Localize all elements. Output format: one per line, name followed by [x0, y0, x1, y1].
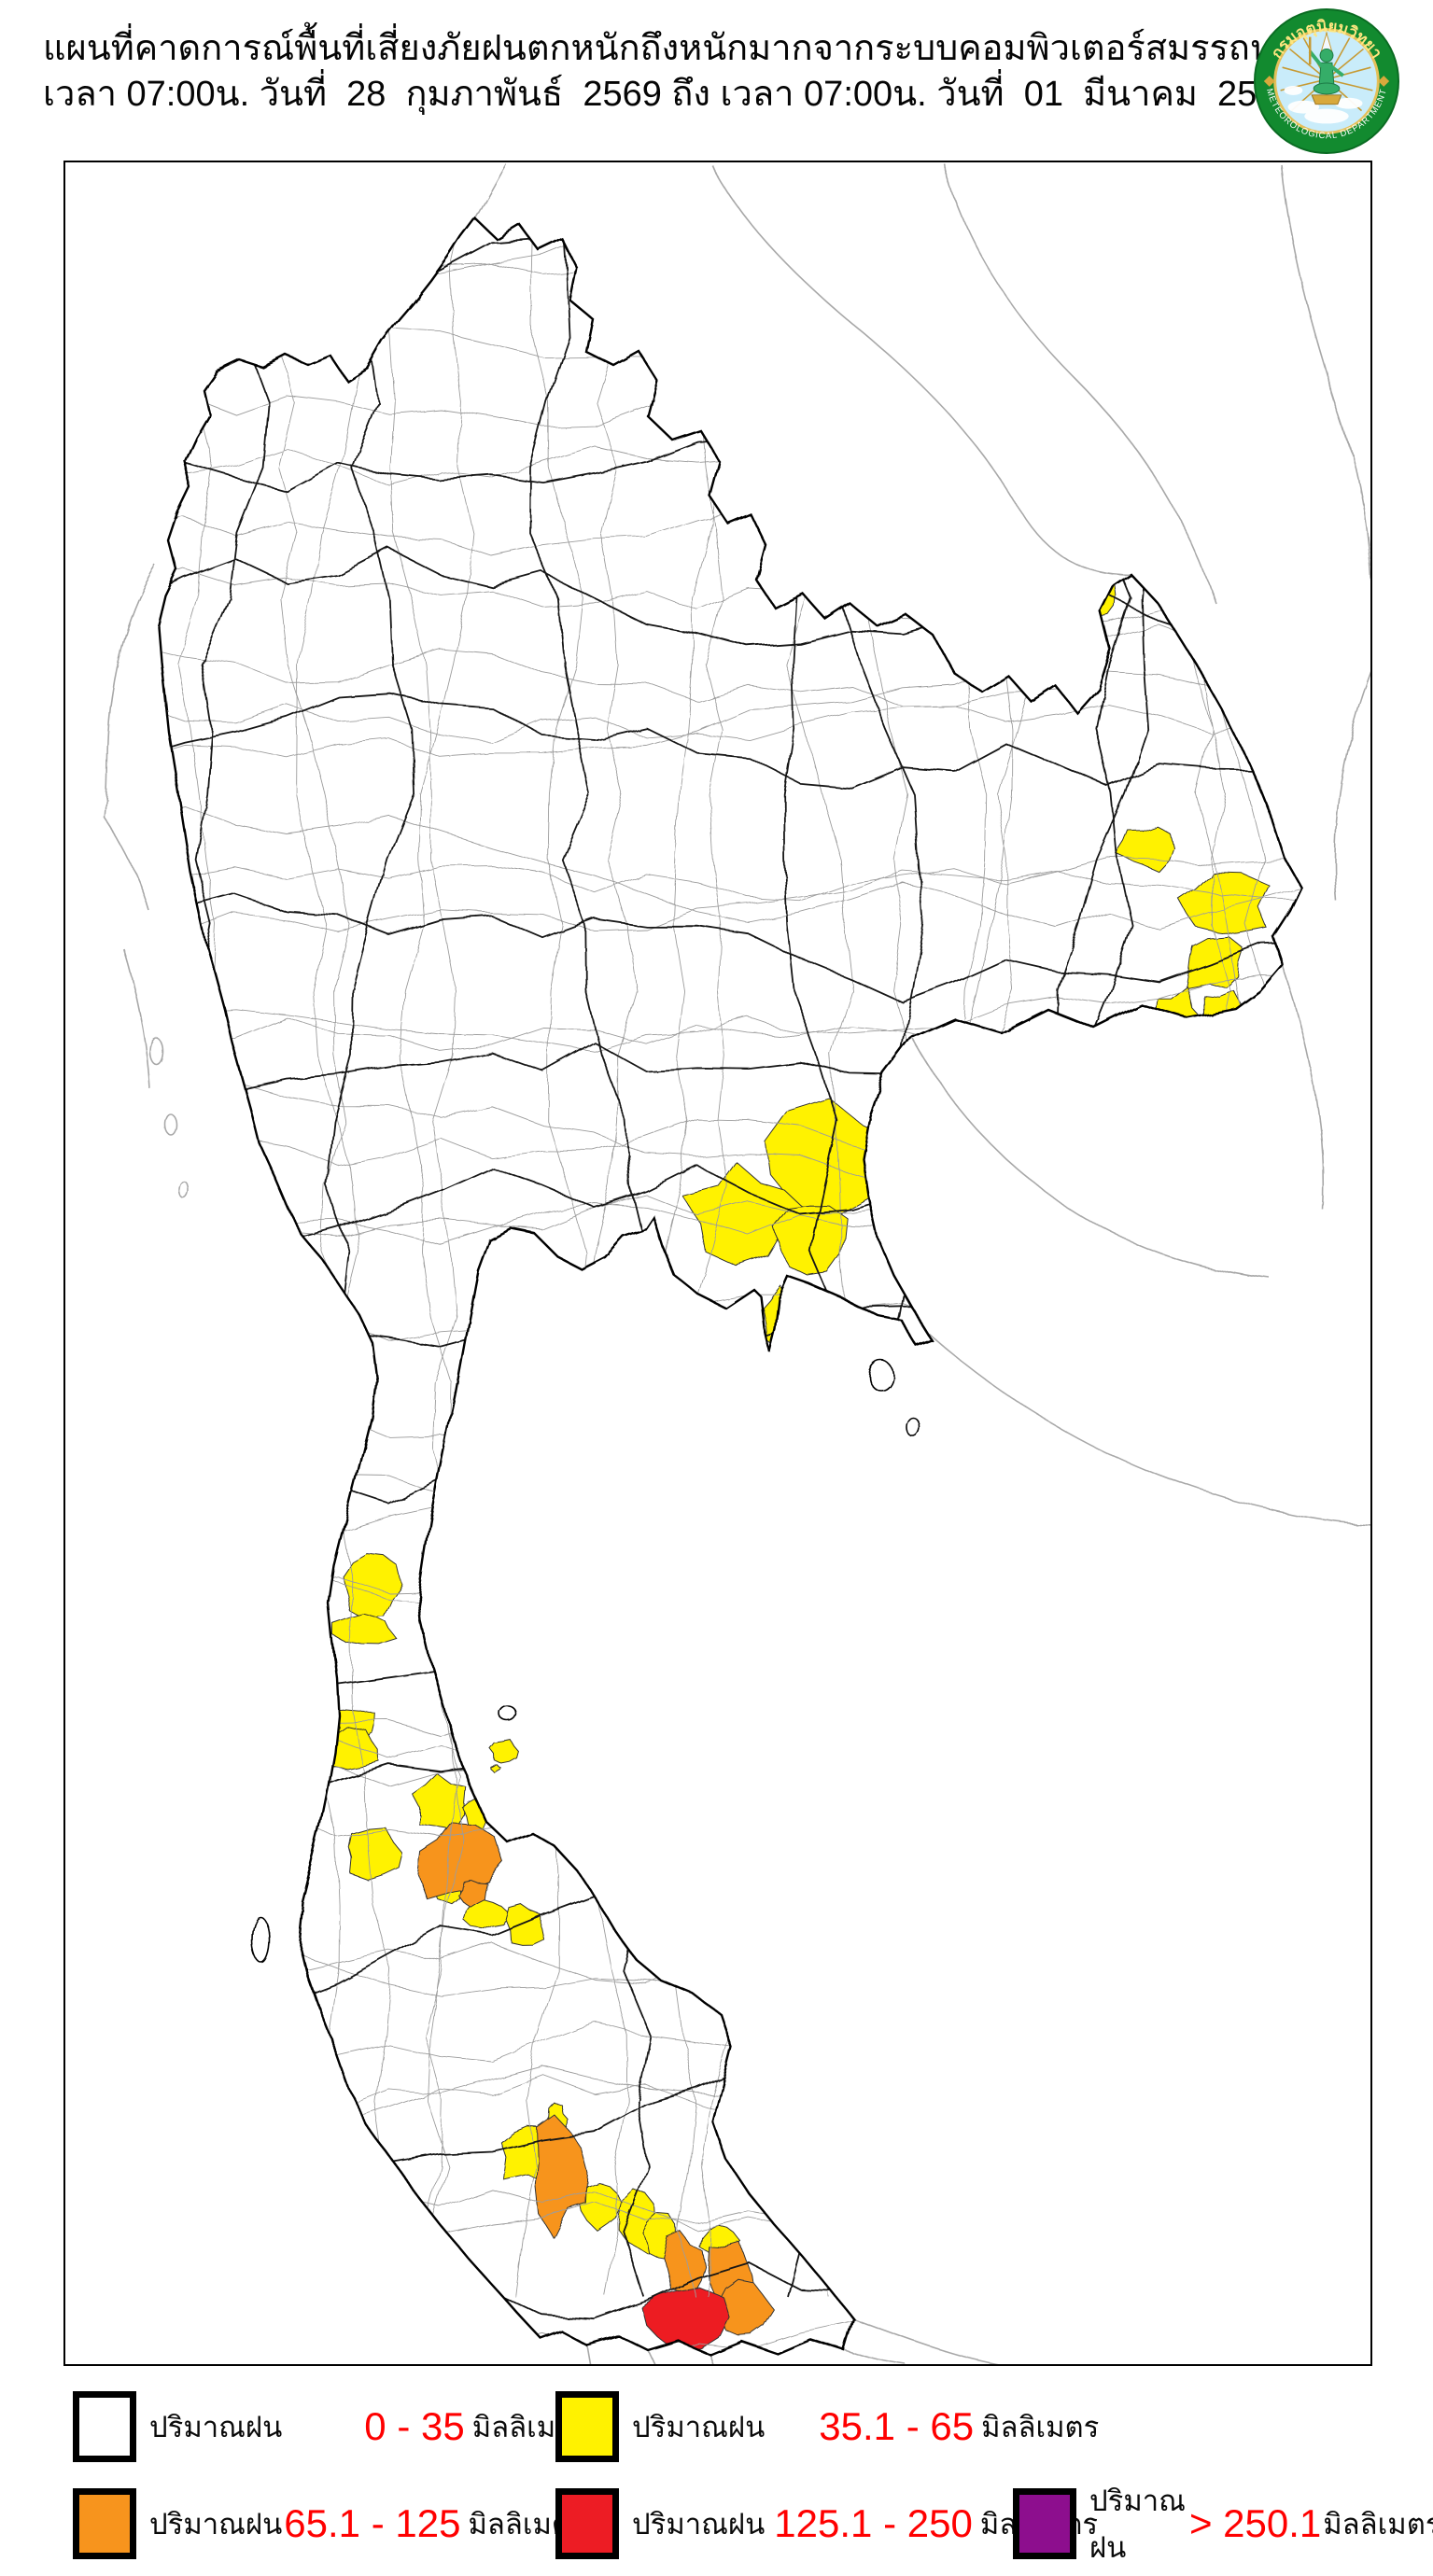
map-line — [967, 217, 1086, 2296]
map-line — [156, 567, 1300, 627]
legend-unit: มิลลิเมตร — [1323, 2508, 1433, 2541]
map-line — [156, 641, 1300, 745]
map-line — [156, 302, 1300, 371]
page-title-line2: เวลา 07:00น. วันที่ 28 กุมภาพันธ์ 2569 ถ… — [43, 75, 1297, 114]
map-line — [156, 217, 1300, 296]
legend-item-0-35: ปริมาณฝน 0 - 35 มิลลิเมตร — [73, 2390, 590, 2463]
legend-swatch-orange — [73, 2488, 136, 2559]
map-line — [156, 1555, 1300, 1623]
legend-range: 0 - 35 — [364, 2404, 465, 2448]
island-risk-patches — [485, 1736, 516, 1771]
page-title-line1: แผนที่คาดการณ์พื้นที่เสี่ยงภัยฝนตกหนักถึ… — [43, 29, 1333, 68]
risk-patch-yellow — [502, 1901, 542, 1943]
map-line — [156, 1469, 1300, 1561]
map-line — [156, 220, 1300, 273]
risk-patch-orange — [533, 2112, 586, 2238]
map-line — [255, 217, 390, 2296]
legend-item-over-250: ปริมาณฝน > 250.1 มิลลิเมตร — [1013, 2485, 1433, 2564]
legend-item-125-250: ปริมาณฝน 125.1 - 250 มิลลิเมตร — [555, 2487, 1098, 2560]
header: แผนที่คาดการณ์พื้นที่เสี่ยงภัยฝนตกหนักถึ… — [43, 26, 1333, 118]
risk-patch-yellow — [679, 1158, 807, 1264]
risk-patch-yellow — [485, 1736, 516, 1761]
map-line — [513, 217, 635, 2296]
map-line — [294, 217, 366, 2296]
risk-patch-red — [639, 2284, 728, 2349]
map-line — [156, 1528, 1300, 1627]
map-line — [156, 1428, 1300, 1493]
map-line — [156, 803, 1300, 929]
map-line — [1063, 217, 1131, 2296]
risk-patch-orange — [456, 1877, 486, 1906]
map-line — [156, 669, 1300, 742]
map-line — [396, 217, 472, 2296]
map-line — [156, 852, 1300, 901]
legend-swatch-purple — [1013, 2488, 1076, 2559]
legend-label: ปริมาณฝน — [1089, 2485, 1186, 2564]
legend-label: ปริมาณฝน — [149, 2411, 283, 2443]
risk-patch-yellow — [770, 1202, 846, 1276]
legend-item-35-65: ปริมาณฝน 35.1 - 65 มิลลิเมตร — [555, 2390, 1099, 2463]
legend-label: ปริมาณฝน — [149, 2508, 283, 2541]
map-line — [156, 217, 1300, 317]
legend-range: > 250.1 — [1188, 2501, 1322, 2545]
map-line — [156, 1613, 1300, 1834]
map-line — [935, 217, 1031, 2296]
map-line — [876, 217, 1042, 2296]
map-line — [156, 891, 1300, 1001]
map-line — [156, 868, 1300, 932]
risk-patch-yellow — [961, 1054, 996, 1085]
thailand-rain-risk-map — [102, 162, 1370, 2364]
map-line — [950, 217, 1233, 2296]
map-line — [156, 1683, 1300, 1869]
risk-patch-yellow — [486, 1760, 499, 1771]
sun-rays-icon — [1280, 32, 1373, 112]
map-line — [156, 1385, 1300, 1506]
map-line — [156, 1645, 1300, 1727]
islands — [249, 1358, 918, 1961]
map-line — [156, 973, 1300, 1051]
deity-figure-icon — [1308, 31, 1344, 105]
met-department-logo: กรมอุตุนิยมวิทยา METEOROLOGICAL DEPARTME… — [1253, 7, 1400, 155]
legend-label: ปริมาณฝน — [632, 2508, 766, 2541]
legend-range: 125.1 - 250 — [774, 2501, 973, 2545]
map-line — [156, 545, 1300, 665]
risk-patches-layer — [312, 571, 1270, 2349]
map-line — [529, 217, 627, 2296]
clouds-icon — [1284, 85, 1363, 124]
map-line — [156, 690, 1300, 788]
risk-patch-yellow — [461, 1897, 509, 1928]
map-line — [1145, 217, 1250, 2296]
map-line — [156, 1686, 1300, 1761]
risk-patch-yellow — [1114, 823, 1173, 871]
map-line — [1125, 217, 1229, 2296]
map-line — [156, 1710, 1300, 1800]
risk-patch-yellow — [330, 1612, 399, 1645]
legend-swatch-red — [555, 2488, 619, 2559]
legend-range: 35.1 - 65 — [819, 2404, 975, 2448]
legend-item-65-125: ปริมาณฝน 65.1 - 125 มิลลิเมตร — [73, 2487, 586, 2560]
map-line — [156, 623, 1300, 759]
map-frame — [63, 161, 1372, 2366]
thailand-land — [154, 215, 1301, 2354]
neighbor-country-borders — [102, 162, 1370, 2364]
legend-label: ปริมาณฝน — [632, 2411, 766, 2443]
legend-range: 65.1 - 125 — [284, 2501, 461, 2545]
map-line — [156, 1478, 1300, 1534]
legend-swatch-white — [73, 2391, 136, 2462]
ring-diamond-icon — [1263, 76, 1390, 87]
map-line — [1207, 217, 1293, 2296]
legend-swatch-yellow — [555, 2391, 619, 2462]
legend-unit: มิลลิเมตร — [981, 2411, 1100, 2443]
